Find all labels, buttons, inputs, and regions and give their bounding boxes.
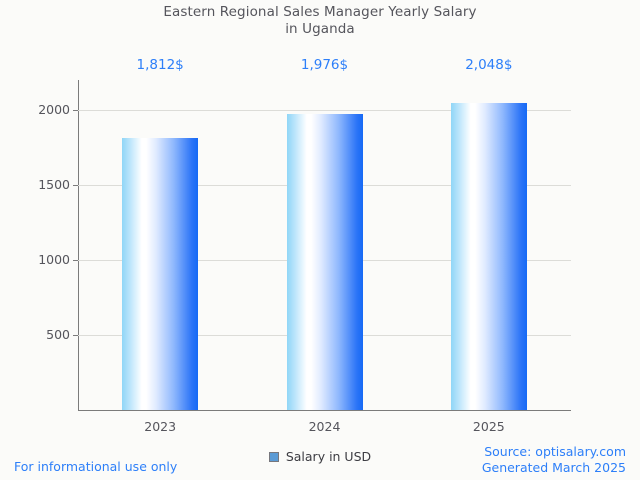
y-tick-label: 1000 — [38, 252, 70, 267]
legend-label-salary: Salary in USD — [285, 449, 372, 464]
y-tick-label: 500 — [46, 327, 70, 342]
bar-2024[interactable] — [286, 113, 363, 410]
plot-area: 500 1000 1500 2000 2023 2024 2025 — [38, 60, 571, 434]
y-tick-mark — [73, 260, 78, 261]
footer-disclaimer: For informational use only — [14, 459, 178, 474]
y-tick-label: 2000 — [38, 102, 70, 117]
chart-title: Eastern Regional Sales Manager Yearly Sa… — [0, 4, 640, 38]
chart-title-line-2: in Uganda — [285, 21, 355, 37]
y-tick-mark — [73, 110, 78, 111]
value-label-2023: 1,812$ — [136, 57, 184, 73]
value-label-2024: 1,976$ — [300, 57, 349, 73]
x-axis-line — [78, 410, 571, 411]
y-tick-label: 1500 — [38, 177, 70, 192]
y-tick-mark — [73, 335, 78, 336]
gridline — [78, 110, 571, 111]
x-tick-label-2025: 2025 — [472, 419, 505, 434]
chart-title-line-1: Eastern Regional Sales Manager Yearly Sa… — [163, 4, 477, 20]
footer-generated: Generated March 2025 — [481, 460, 626, 475]
chart-legend: Salary in USD — [0, 449, 640, 464]
y-axis-line — [78, 80, 79, 411]
value-label-2025: 2,048$ — [465, 57, 513, 73]
legend-swatch-salary — [268, 451, 279, 462]
x-tick-label-2023: 2023 — [144, 419, 177, 434]
bar-2025[interactable] — [450, 102, 527, 410]
y-tick-mark — [73, 185, 78, 186]
bar-2023[interactable] — [122, 138, 199, 410]
footer-source-block: Source: optisalary.com Generated March 2… — [482, 444, 626, 476]
x-tick-label-2024: 2024 — [308, 419, 341, 434]
footer-source: Source: optisalary.com — [484, 444, 626, 459]
